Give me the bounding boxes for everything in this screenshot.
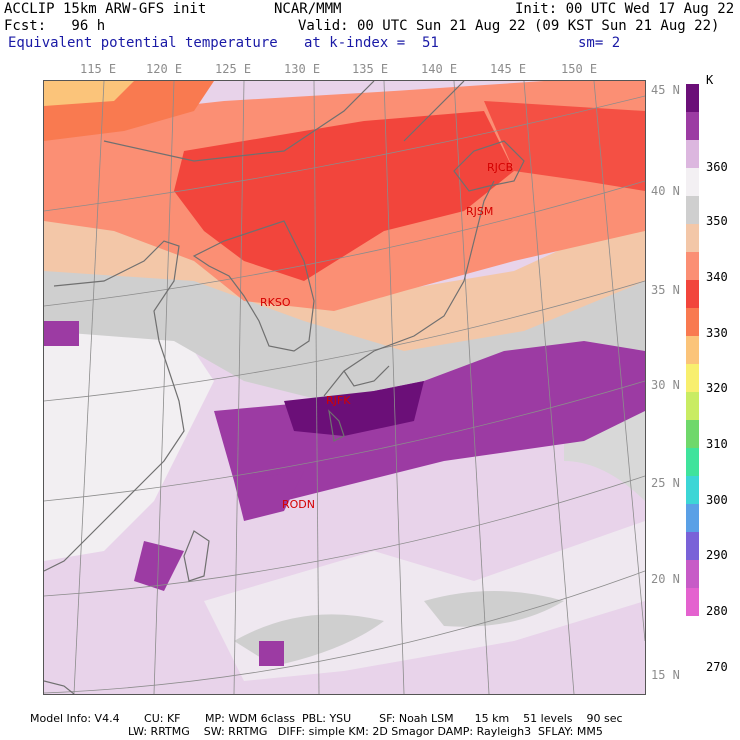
station-label: RODN <box>282 498 315 511</box>
lat-label: 25 N <box>651 476 680 490</box>
field-region <box>44 311 214 561</box>
field-region <box>44 321 79 346</box>
lat-label: 30 N <box>651 378 680 392</box>
field-region <box>134 541 184 591</box>
lat-label: 45 N <box>651 83 680 97</box>
field-region <box>259 641 284 666</box>
colorbar-swatch <box>686 280 699 308</box>
footer-physics-info: LW: RRTMG SW: RRTMG DIFF: simple KM: 2D … <box>128 725 603 738</box>
colorbar-swatch <box>686 224 699 252</box>
field-region <box>284 381 424 436</box>
colorbar-label: 300 <box>706 493 728 507</box>
colorbar <box>686 84 699 616</box>
footer-model-info: Model Info: V4.4 CU: KF MP: WDM 6class P… <box>30 712 623 725</box>
colorbar-swatch <box>686 364 699 392</box>
colorbar-swatch <box>686 448 699 476</box>
smoothing-label: sm= 2 <box>578 35 621 51</box>
colorbar-label: 280 <box>706 604 728 618</box>
colorbar-swatch <box>686 196 699 224</box>
colorbar-swatch <box>686 140 699 168</box>
lat-label: 15 N <box>651 668 680 682</box>
lon-label: 150 E <box>561 62 598 76</box>
lon-label: 120 E <box>146 62 183 76</box>
field-region <box>424 591 564 627</box>
theta-e-map: RJCB RJSM RKSO RJFK RODN <box>43 80 646 695</box>
lon-label: 115 E <box>80 62 117 76</box>
colorbar-label: 310 <box>706 437 728 451</box>
organization-label: NCAR/MMM <box>274 1 342 17</box>
colorbar-swatch <box>686 112 699 140</box>
colorbar-label: 290 <box>706 548 728 562</box>
colorbar-label: 360 <box>706 160 728 174</box>
colorbar-label: 270 <box>706 660 728 674</box>
station-label: RKSO <box>260 296 291 309</box>
colorbar-swatch <box>686 532 699 560</box>
coastline <box>44 81 525 694</box>
colorbar-swatch <box>686 476 699 504</box>
station-label: RJCB <box>487 161 513 174</box>
station-label: RJSM <box>466 205 493 218</box>
colorbar-swatch <box>686 504 699 532</box>
colorbar-label: 340 <box>706 270 728 284</box>
lat-label: 35 N <box>651 283 680 297</box>
colorbar-swatch <box>686 252 699 280</box>
colorbar-swatch <box>686 420 699 448</box>
level-index: at k-index = 51 <box>304 35 439 51</box>
colorbar-label: 320 <box>706 381 728 395</box>
colorbar-swatch <box>686 84 699 112</box>
valid-time: Valid: 00 UTC Sun 21 Aug 22 (09 KST Sun … <box>298 18 720 34</box>
model-title: ACCLIP 15km ARW-GFS init <box>4 1 207 17</box>
field-region <box>484 101 645 191</box>
station-label: RJFK <box>326 394 351 407</box>
field-region <box>214 341 645 501</box>
colorbar-swatch <box>686 336 699 364</box>
field-region <box>234 471 304 521</box>
field-region <box>44 81 134 106</box>
colorbar-label: 330 <box>706 326 728 340</box>
lon-label: 130 E <box>284 62 321 76</box>
lon-label: 145 E <box>490 62 527 76</box>
lon-label: 125 E <box>215 62 252 76</box>
forecast-hour: Fcst: 96 h <box>4 18 106 34</box>
colorbar-label: 350 <box>706 214 728 228</box>
colorbar-swatch <box>686 560 699 588</box>
field-name: Equivalent potential temperature <box>8 35 278 51</box>
colorbar-swatch <box>686 168 699 196</box>
colorbar-swatch <box>686 588 699 616</box>
init-time: Init: 00 UTC Wed 17 Aug 22 <box>515 1 735 17</box>
colorbar-swatch <box>686 392 699 420</box>
lat-label: 40 N <box>651 184 680 198</box>
graticule <box>44 81 645 694</box>
colorbar-unit: K <box>706 73 714 87</box>
lat-label: 20 N <box>651 572 680 586</box>
colorbar-swatch <box>686 308 699 336</box>
lon-label: 135 E <box>352 62 389 76</box>
lon-label: 140 E <box>421 62 458 76</box>
